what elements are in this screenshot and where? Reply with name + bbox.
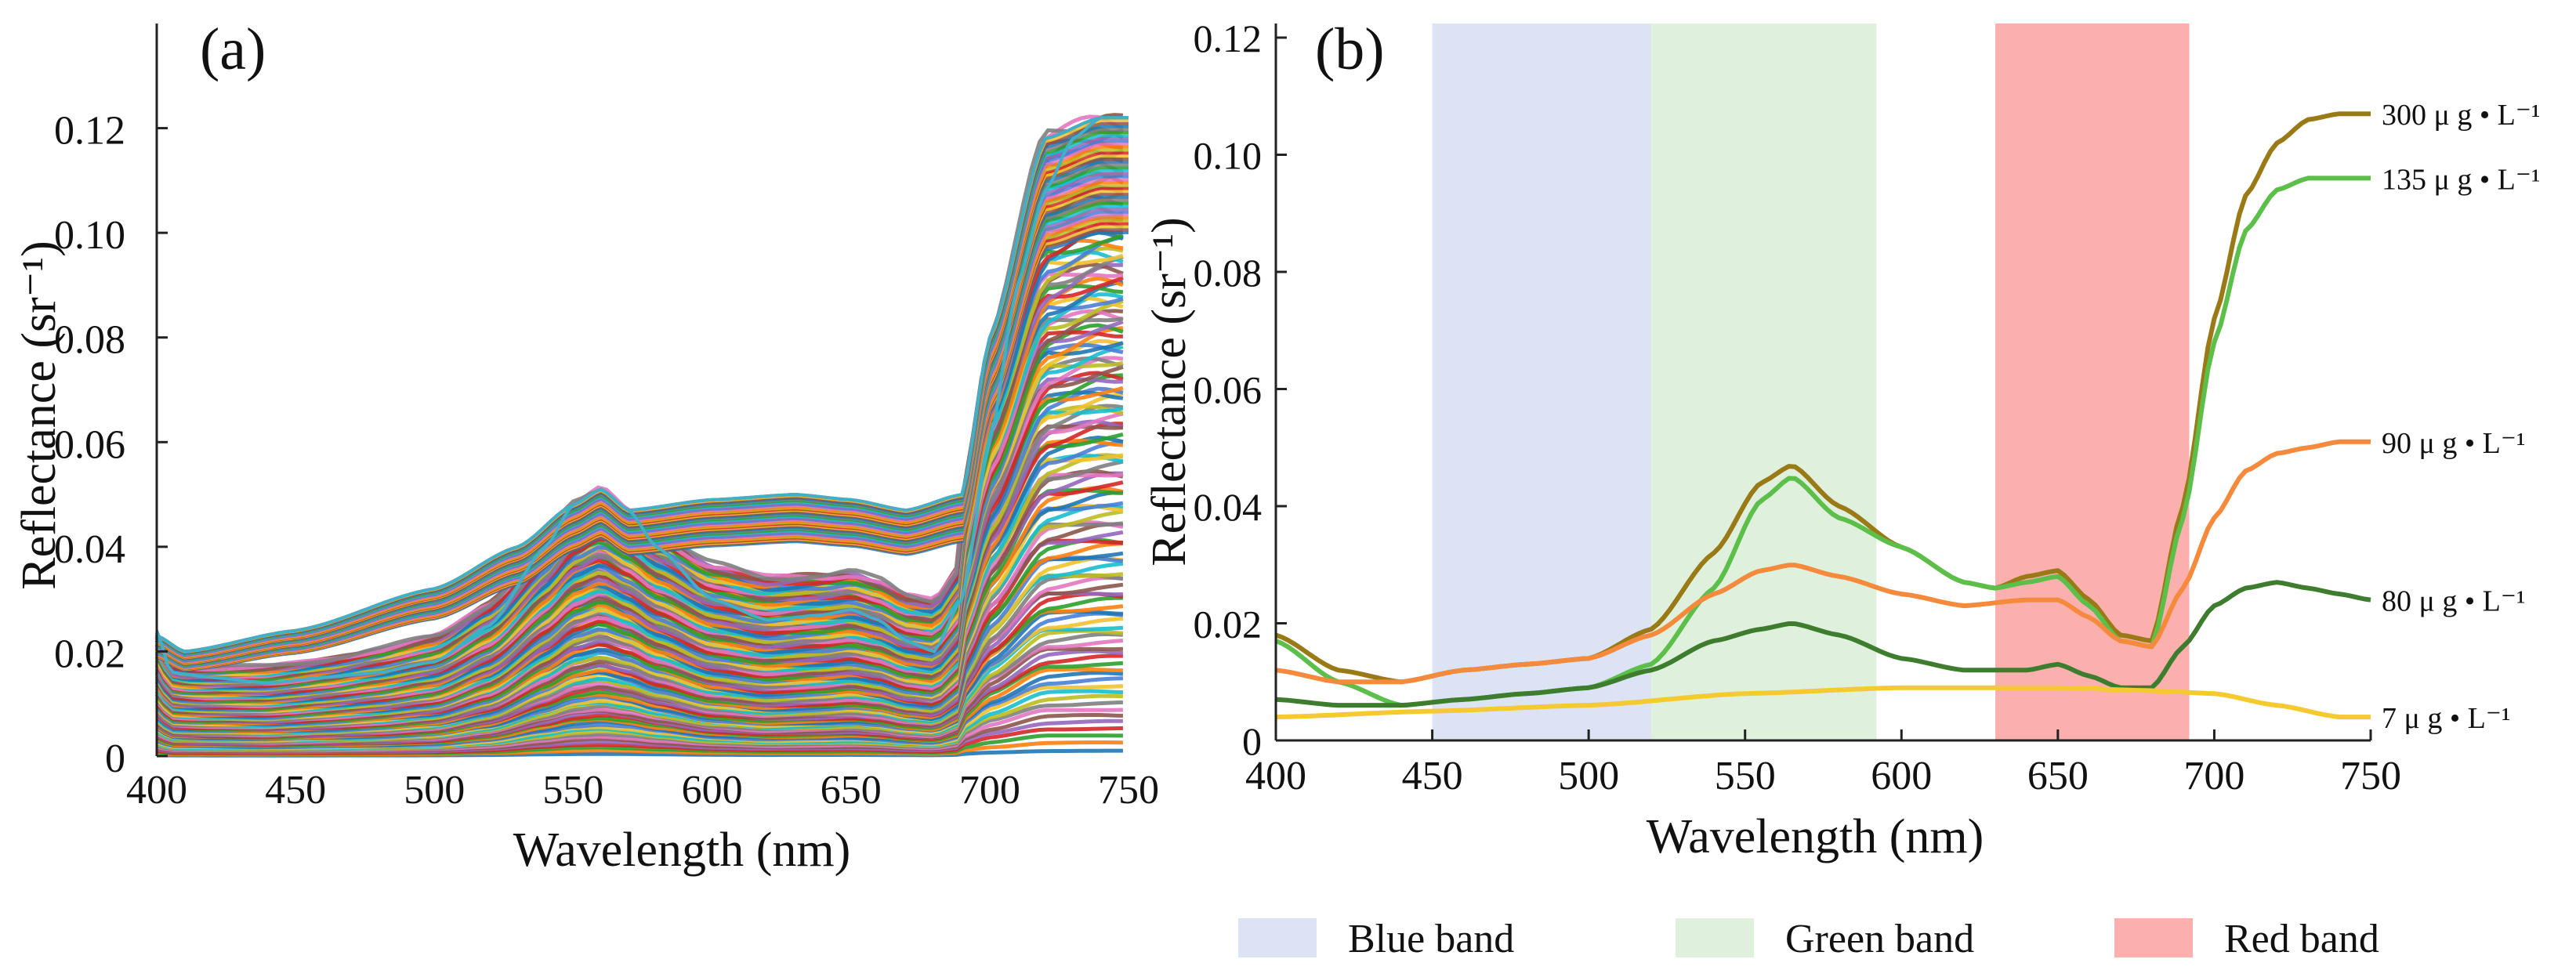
panel-a-y-tick-label: 0.04 — [54, 527, 125, 572]
panel-b-x-tick-label: 550 — [1715, 754, 1776, 798]
panel-b: 0 0.02 0.04 0.06 0.08 0.10 0.12 400 450 500 550 60… — [1143, 16, 2540, 863]
panel-b-x-tick-label: 500 — [1558, 754, 1619, 798]
legend-label: Red band — [2224, 917, 2379, 961]
panel-b-x-tick-label: 700 — [2183, 754, 2244, 798]
panel-a-upper-outline — [156, 116, 1129, 653]
panel-b-x-label: Wavelength (nm) — [1647, 810, 1984, 863]
panel-a-x-tick-label: 750 — [1098, 768, 1159, 813]
panel-a-x-label: Wavelength (nm) — [513, 823, 851, 877]
panel-b-y-tick-label: 0.12 — [1194, 16, 1263, 60]
panel-a-x-tick-label: 550 — [542, 768, 603, 813]
panel-b-series-label: 300 μ g • L⁻¹ — [2382, 99, 2540, 132]
panel-b-x-tick-label: 400 — [1245, 754, 1306, 798]
legend: Blue band Green band Red band — [1238, 917, 2379, 961]
panel-b-x-tick-label: 750 — [2340, 754, 2401, 798]
panel-a-y-tick-label: 0.02 — [54, 632, 125, 676]
panel-b-x-tick-label: 450 — [1402, 754, 1463, 798]
panel-a-spectra-mesh — [154, 113, 1129, 758]
legend-swatch-red — [2114, 918, 2193, 957]
panel-b-series-line — [1275, 580, 2371, 708]
panel-b-series-label: 90 μ g • L⁻¹ — [2382, 427, 2525, 460]
panel-b-y-tick-label: 0.10 — [1194, 134, 1263, 178]
panel-a-highlight-group — [155, 116, 1129, 685]
panel-b-y-tick-label: 0.04 — [1194, 485, 1263, 529]
panel-b-series-label: 135 μ g • L⁻¹ — [2382, 163, 2540, 196]
panel-a-x-tick-label: 700 — [959, 768, 1020, 813]
panel-a-y-tick-label: 0.08 — [54, 318, 125, 363]
panel-b-bands — [1432, 24, 2190, 740]
panel-a-y-tick-label: 0.06 — [54, 422, 125, 467]
panel-b-y-tick-label: 0.02 — [1194, 603, 1263, 646]
panel-a-x-ticks: 400 450 500 550 600 650 700 750 — [126, 768, 1159, 813]
panel-b-x-tick-label: 600 — [1871, 754, 1932, 798]
panel-a-y-ticks: 0 0.02 0.04 0.06 0.08 0.10 0.12 — [54, 109, 168, 781]
panel-a-y-tick-label: 0.10 — [54, 213, 125, 258]
panel-b-y-tick-label: 0.08 — [1194, 251, 1263, 295]
panel-b-series-labels: 300 μ g • L⁻¹ 135 μ g • L⁻¹ 90 μ g • L⁻¹ 80… — [2382, 99, 2540, 735]
panel-b-y-label: Reflectance (sr⁻¹) — [1143, 217, 1196, 566]
panel-b-letter: (b) — [1315, 16, 1385, 82]
panel-b-y-ticks: 0 0.02 0.04 0.06 0.08 0.10 0.12 — [1194, 16, 1287, 763]
panel-b-series — [1274, 111, 2371, 720]
panel-b-band-blue — [1432, 24, 1651, 740]
panel-a-x-tick-label: 500 — [404, 768, 465, 813]
panel-b-series-label: 80 μ g • L⁻¹ — [2382, 585, 2525, 618]
panel-a-x-tick-label: 400 — [126, 768, 187, 813]
panel-a-y-tick-label: 0.12 — [54, 109, 125, 154]
legend-label: Blue band — [1348, 917, 1514, 961]
panel-a-y-tick-label: 0 — [105, 737, 125, 781]
panel-b-x-ticks: 400 450 500 550 600 650 700 750 — [1245, 729, 2401, 798]
panel-a-x-tick-label: 600 — [682, 768, 743, 813]
panel-a-x-tick-label: 450 — [265, 768, 326, 813]
panel-a-highlight-outline — [155, 116, 1129, 685]
panel-b-x-tick-label: 650 — [2027, 754, 2089, 798]
panel-b-series-line — [1275, 439, 2371, 685]
legend-swatch-green — [1676, 918, 1754, 957]
panel-b-series-label: 7 μ g • L⁻¹ — [2382, 702, 2510, 735]
legend-swatch-blue — [1238, 918, 1317, 957]
panel-b-band-green — [1650, 24, 1877, 740]
panel-a: 0 0.02 0.04 0.06 0.08 0.10 0.12 400 450 500 550 60… — [13, 16, 1159, 877]
panel-b-y-tick-label: 0.06 — [1194, 368, 1263, 412]
legend-label: Green band — [1785, 917, 1974, 961]
panel-b-y-tick-label: 0 — [1242, 719, 1262, 763]
panel-a-x-tick-label: 650 — [821, 768, 882, 813]
panel-a-letter: (a) — [200, 16, 266, 82]
panel-b-series-line — [1275, 685, 2371, 720]
panel-a-y-label: Reflectance (sr⁻¹) — [13, 241, 66, 589]
